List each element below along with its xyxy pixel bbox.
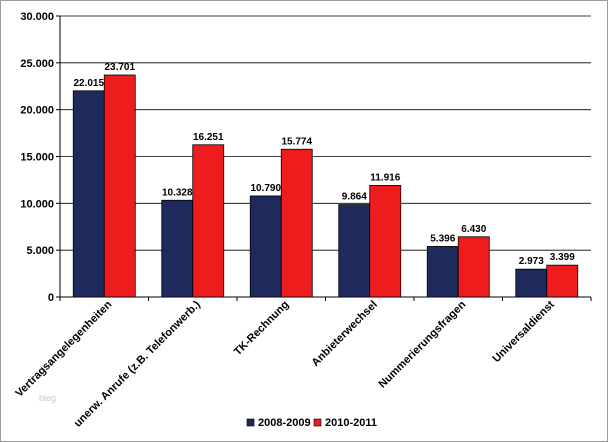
bar-2008-2009-3 bbox=[338, 204, 371, 298]
bar-2010-2011-0 bbox=[103, 74, 136, 298]
y-tick-label: 0 bbox=[48, 292, 54, 304]
legend-swatch bbox=[313, 418, 322, 427]
bar-2008-2009-2 bbox=[249, 195, 282, 298]
y-tick-label: 10.000 bbox=[20, 198, 54, 210]
y-tick-label: 25.000 bbox=[20, 58, 54, 70]
data-label: 5.396 bbox=[430, 233, 455, 244]
category-label: Nummerierungsfragen bbox=[376, 298, 468, 390]
bar-2010-2011-1 bbox=[192, 144, 225, 298]
gridlines bbox=[60, 15, 591, 251]
y-tick-label: 20.000 bbox=[20, 105, 54, 117]
y-tick-label: 15.000 bbox=[20, 152, 54, 164]
data-label: 23.701 bbox=[104, 62, 135, 73]
bar-2008-2009-0 bbox=[72, 90, 105, 298]
legend-swatch bbox=[246, 418, 255, 427]
data-label: 15.774 bbox=[281, 136, 312, 147]
data-label: 3.399 bbox=[550, 252, 575, 263]
data-label: 22.015 bbox=[73, 78, 104, 89]
bar-2008-2009-4 bbox=[426, 246, 459, 298]
bar-2008-2009-1 bbox=[161, 199, 194, 298]
data-label: 9.864 bbox=[342, 192, 367, 203]
bar-2010-2011-4 bbox=[457, 236, 490, 298]
watermark-text: bleg bbox=[39, 393, 56, 403]
bar-2008-2009-5 bbox=[515, 268, 548, 298]
bar-2010-2011-3 bbox=[369, 184, 402, 298]
bar-2010-2011-2 bbox=[280, 148, 313, 298]
y-tick-label: 5.000 bbox=[26, 245, 54, 257]
data-label: 11.916 bbox=[370, 172, 400, 183]
category-label: Universaldienst bbox=[490, 298, 557, 365]
bars bbox=[72, 74, 579, 298]
legend: 2008-2009 2010-2011 bbox=[246, 417, 377, 429]
data-label: 16.251 bbox=[193, 132, 224, 143]
data-label: 2.973 bbox=[519, 256, 544, 267]
category-label: Anbieterwechsel bbox=[310, 299, 380, 369]
category-label: Vertragsangelegenheiten bbox=[13, 298, 114, 399]
legend-label: 2010-2011 bbox=[325, 417, 377, 429]
legend-label: 2008-2009 bbox=[258, 417, 311, 429]
y-tick-label: 30.000 bbox=[20, 11, 54, 23]
category-label: TK-Rechnung bbox=[232, 299, 291, 358]
data-label: 10.328 bbox=[162, 187, 193, 198]
data-label: 6.430 bbox=[461, 224, 486, 235]
bar-2010-2011-5 bbox=[546, 264, 579, 298]
data-label: 10.790 bbox=[250, 183, 281, 194]
axes: 0 5.000 10.000 15.000 20.000 25.000 30.000 bbox=[20, 11, 592, 304]
